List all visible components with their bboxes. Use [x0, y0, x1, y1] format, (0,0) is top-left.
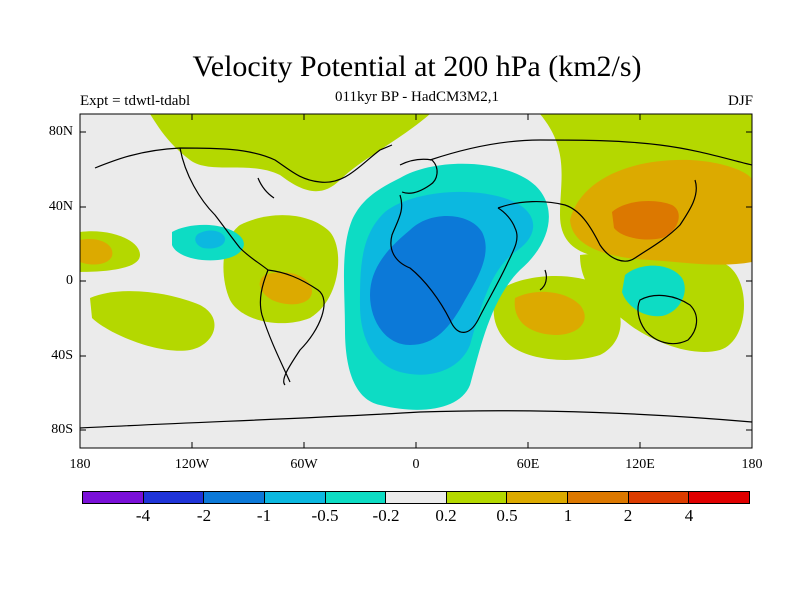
colorbar-label: 1	[563, 506, 573, 525]
lat-label-40n: 40N	[48, 199, 73, 214]
contour-region-pos-south-pacific	[90, 291, 215, 351]
experiment-label: Expt = tdwtl-tdabl	[80, 93, 191, 109]
colorbar	[82, 491, 750, 504]
coastlines	[80, 139, 752, 429]
colorbar-swatch	[264, 492, 326, 503]
contour-region-pos-pacific-east	[80, 239, 113, 265]
plot-subtitle: 011kyr BP - HadCM3M2,1	[335, 89, 499, 105]
lat-label-80n: 80N	[48, 124, 73, 139]
season-label: DJF	[727, 93, 753, 109]
colorbar-swatch	[325, 492, 387, 503]
lon-label-120w: 120W	[174, 457, 210, 472]
colorbar-swatch	[446, 492, 508, 503]
contour-region-pos-amazon	[259, 272, 313, 305]
contour-region-pos-north-america	[150, 114, 430, 192]
colorbar-swatch	[628, 492, 690, 503]
lat-label-40s: 40S	[51, 348, 73, 363]
lon-label-120e: 120E	[625, 457, 655, 472]
lon-label-60w: 60W	[290, 457, 318, 472]
lon-label-180e: 180	[741, 457, 763, 472]
colorbar-label: 0.5	[496, 506, 518, 525]
colorbar-label: -0.2	[372, 506, 400, 525]
contour-region-pos-america	[223, 215, 339, 324]
colorbar-label: 2	[623, 506, 633, 525]
colorbar-swatch	[507, 492, 569, 503]
colorbar-swatch	[568, 492, 629, 503]
colorbar-label: -0.5	[311, 506, 339, 525]
lat-ticks	[80, 131, 752, 431]
contour-region-pos-south-indian	[514, 291, 585, 335]
colorbar-swatch	[83, 492, 144, 503]
colorbar-swatch	[386, 492, 447, 503]
lat-label-0: 0	[66, 273, 73, 288]
contour-region-neg-pacific-core	[195, 230, 226, 249]
colorbar-label: -4	[135, 506, 151, 525]
colorbar-label: 4	[684, 506, 694, 525]
lon-label-180w: 180	[69, 457, 91, 472]
lon-label-60e: 60E	[516, 457, 540, 472]
lat-label-80s: 80S	[51, 422, 73, 437]
colorbar-swatch	[689, 492, 750, 503]
colorbar-swatch	[143, 492, 205, 503]
lon-ticks	[191, 114, 641, 448]
contour-region-neg-west-pacific	[622, 265, 685, 317]
lon-label-0: 0	[412, 457, 420, 472]
plot-title: Velocity Potential at 200 hPa (km2/s)	[192, 50, 642, 83]
colorbar-label: -2	[196, 506, 212, 525]
colorbar-label: -1	[256, 506, 272, 525]
colorbar-label: 0.2	[435, 506, 457, 525]
colorbar-swatch	[204, 492, 265, 503]
contour-region-pos-east-asia	[612, 200, 679, 240]
contour-region-neg-africa-core	[370, 215, 486, 345]
map-field	[80, 114, 752, 448]
